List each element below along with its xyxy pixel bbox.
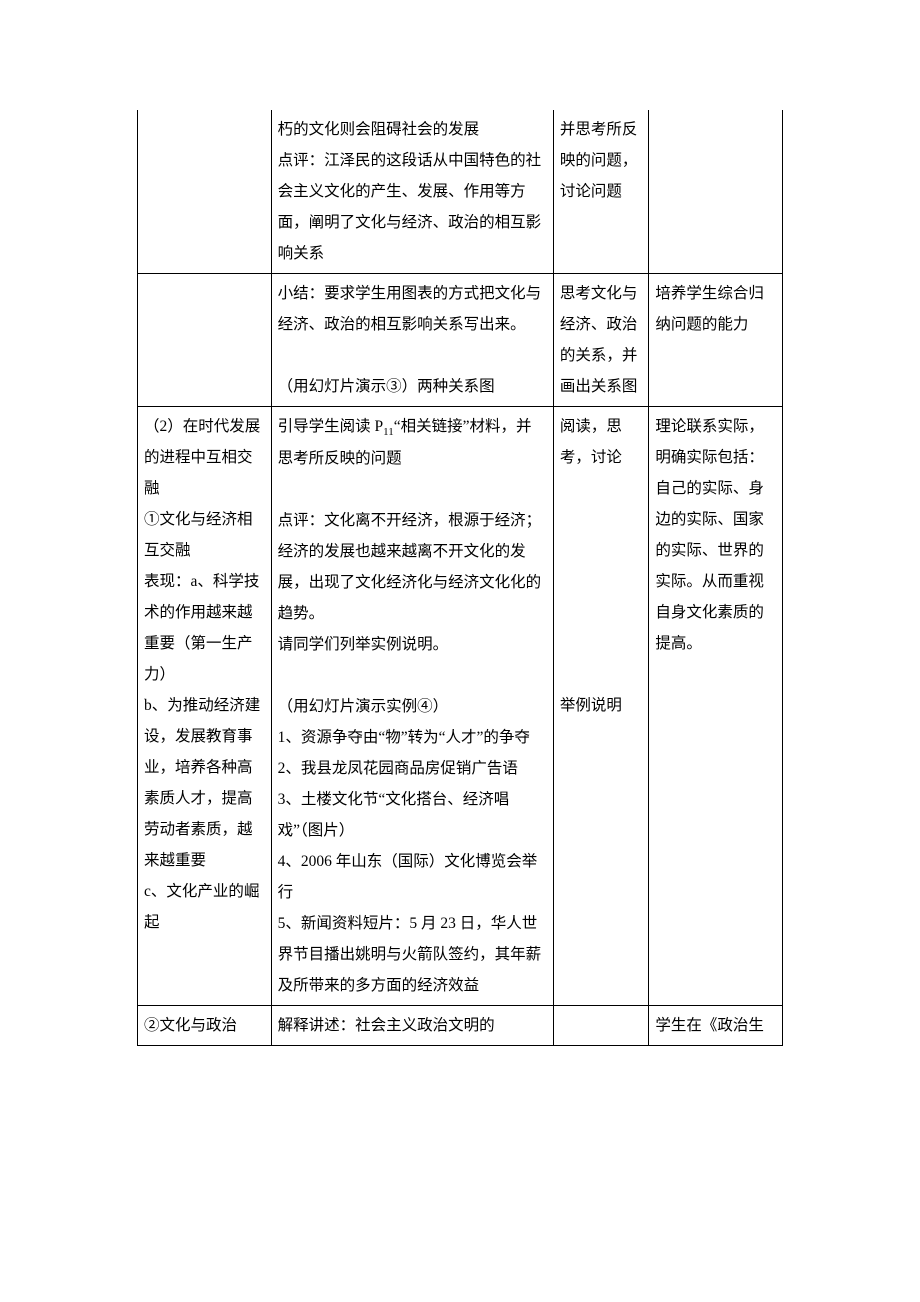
table-row: ②文化与政治 解释讲述：社会主义政治文明的 学生在《政治生 [138, 1006, 783, 1046]
cell-student-activity: 并思考所反映的问题，讨论问题 [553, 110, 648, 274]
cell-outline: （2）在时代发展的进程中互相交融①文化与经济相互交融表现：a、科学技术的作用越来… [138, 407, 272, 1006]
cell-teacher-activity: 小结：要求学生用图表的方式把文化与经济、政治的相互影响关系写出来。（用幻灯片演示… [271, 274, 553, 407]
cell-design-intent: 理论联系实际，明确实际包括：自己的实际、身边的实际、国家的实际、世界的实际。从而… [649, 407, 783, 1006]
table-row: 小结：要求学生用图表的方式把文化与经济、政治的相互影响关系写出来。（用幻灯片演示… [138, 274, 783, 407]
cell-outline: ②文化与政治 [138, 1006, 272, 1046]
text-post: “相关链接”材料，并思考所反映的问题点评：文化离不开经济，根源于经济；经济的发展… [278, 418, 542, 994]
cell-student-activity [553, 1006, 648, 1046]
cell-student-activity: 阅读，思考，讨论举例说明 [553, 407, 648, 1006]
subscript: 11 [383, 426, 394, 438]
cell-outline [138, 274, 272, 407]
table-row: （2）在时代发展的进程中互相交融①文化与经济相互交融表现：a、科学技术的作用越来… [138, 407, 783, 1006]
table-row: 朽的文化则会阻碍社会的发展点评：江泽民的这段话从中国特色的社会主义文化的产生、发… [138, 110, 783, 274]
cell-teacher-activity: 解释讲述：社会主义政治文明的 [271, 1006, 553, 1046]
cell-teacher-activity: 引导学生阅读 P11“相关链接”材料，并思考所反映的问题点评：文化离不开经济，根… [271, 407, 553, 1006]
cell-teacher-activity: 朽的文化则会阻碍社会的发展点评：江泽民的这段话从中国特色的社会主义文化的产生、发… [271, 110, 553, 274]
lesson-plan-table: 朽的文化则会阻碍社会的发展点评：江泽民的这段话从中国特色的社会主义文化的产生、发… [137, 110, 783, 1046]
document-page: 朽的文化则会阻碍社会的发展点评：江泽民的这段话从中国特色的社会主义文化的产生、发… [0, 0, 920, 1046]
cell-design-intent [649, 110, 783, 274]
text-pre: 引导学生阅读 P [278, 418, 384, 435]
cell-design-intent: 培养学生综合归纳问题的能力 [649, 274, 783, 407]
cell-student-activity: 思考文化与经济、政治的关系，并画出关系图 [553, 274, 648, 407]
cell-design-intent: 学生在《政治生 [649, 1006, 783, 1046]
cell-outline [138, 110, 272, 274]
